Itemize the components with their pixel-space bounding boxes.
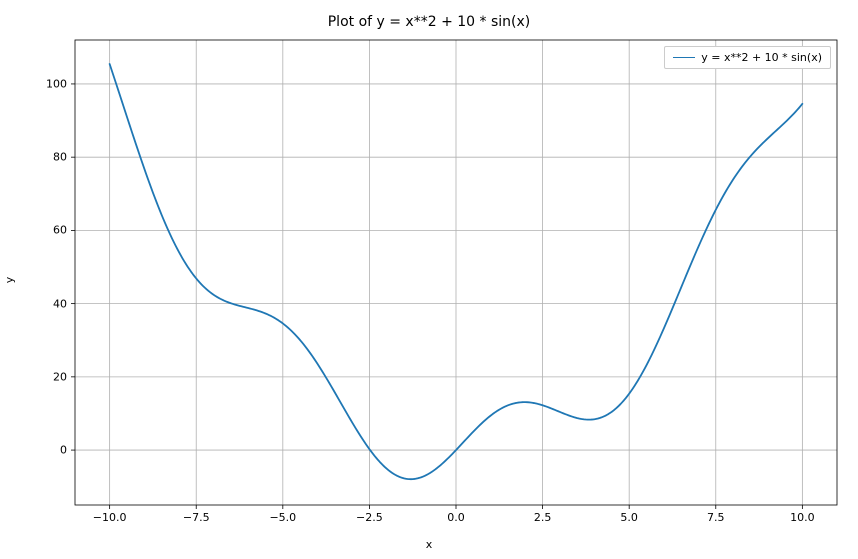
- y-axis-label: y: [3, 276, 16, 283]
- x-axis-label: x: [0, 538, 858, 551]
- xtick-label: 5.0: [620, 511, 638, 524]
- ytick-label: 100: [46, 77, 67, 90]
- ytick-label: 80: [53, 151, 67, 164]
- plot-svg: [75, 40, 837, 505]
- xtick-label: 7.5: [707, 511, 725, 524]
- ytick-label: 60: [53, 224, 67, 237]
- ytick-label: 0: [60, 444, 67, 457]
- ytick-label: 20: [53, 370, 67, 383]
- axes-area: −10.0−7.5−5.0−2.50.02.55.07.510.00204060…: [75, 40, 837, 505]
- xtick-label: 10.0: [790, 511, 815, 524]
- xtick-label: −2.5: [356, 511, 383, 524]
- figure: Plot of y = x**2 + 10 * sin(x) y −10.0−7…: [0, 0, 858, 559]
- legend-line-sample: [673, 57, 695, 58]
- xtick-label: −7.5: [183, 511, 210, 524]
- ytick-label: 40: [53, 297, 67, 310]
- chart-title: Plot of y = x**2 + 10 * sin(x): [0, 14, 858, 30]
- legend: y = x**2 + 10 * sin(x): [664, 46, 831, 69]
- xtick-label: 2.5: [534, 511, 552, 524]
- xtick-label: −10.0: [93, 511, 127, 524]
- xtick-label: −5.0: [269, 511, 296, 524]
- legend-label: y = x**2 + 10 * sin(x): [701, 51, 822, 64]
- xtick-label: 0.0: [447, 511, 465, 524]
